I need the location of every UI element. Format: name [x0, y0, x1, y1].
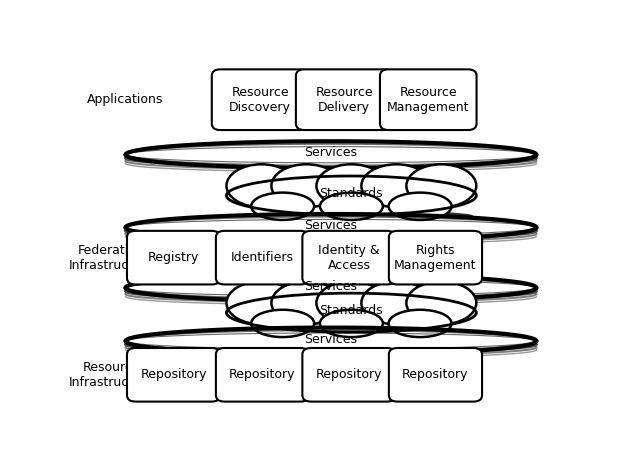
- FancyBboxPatch shape: [303, 231, 396, 284]
- Ellipse shape: [316, 281, 386, 325]
- Text: Registry: Registry: [148, 251, 199, 264]
- Ellipse shape: [272, 164, 342, 207]
- FancyBboxPatch shape: [212, 69, 308, 130]
- Ellipse shape: [251, 193, 314, 220]
- Ellipse shape: [320, 193, 383, 220]
- Text: Services: Services: [304, 219, 358, 232]
- Text: Repository: Repository: [402, 368, 469, 381]
- Ellipse shape: [361, 281, 432, 325]
- Ellipse shape: [406, 164, 476, 207]
- Polygon shape: [125, 274, 536, 301]
- FancyBboxPatch shape: [389, 231, 482, 284]
- Text: Repository: Repository: [140, 368, 207, 381]
- Polygon shape: [125, 328, 536, 355]
- Text: Resource
Discovery: Resource Discovery: [229, 86, 291, 114]
- Ellipse shape: [226, 164, 296, 207]
- Ellipse shape: [406, 281, 476, 325]
- FancyBboxPatch shape: [216, 231, 309, 284]
- Ellipse shape: [272, 281, 342, 325]
- Ellipse shape: [226, 281, 296, 325]
- Text: Repository: Repository: [229, 368, 296, 381]
- FancyBboxPatch shape: [303, 348, 396, 402]
- Polygon shape: [125, 214, 536, 241]
- Text: Services: Services: [304, 147, 358, 160]
- Text: Rights
Management: Rights Management: [394, 244, 477, 272]
- Text: Applications: Applications: [87, 93, 164, 106]
- Text: Identifiers: Identifiers: [231, 251, 294, 264]
- Ellipse shape: [226, 171, 476, 220]
- Ellipse shape: [361, 164, 432, 207]
- FancyBboxPatch shape: [296, 69, 392, 130]
- Text: Resource
Management: Resource Management: [387, 86, 469, 114]
- Text: Standards: Standards: [319, 304, 383, 317]
- Text: Resource
Infrastructure: Resource Infrastructure: [68, 361, 154, 389]
- FancyBboxPatch shape: [127, 348, 220, 402]
- FancyBboxPatch shape: [380, 69, 477, 130]
- Text: Resource
Delivery: Resource Delivery: [316, 86, 373, 114]
- Text: Services: Services: [304, 279, 358, 293]
- Ellipse shape: [389, 310, 451, 337]
- Text: Federation
Infrastructure: Federation Infrastructure: [68, 244, 154, 272]
- FancyBboxPatch shape: [389, 348, 482, 402]
- Ellipse shape: [226, 288, 476, 337]
- FancyBboxPatch shape: [216, 348, 309, 402]
- Polygon shape: [125, 141, 536, 168]
- Ellipse shape: [320, 310, 383, 337]
- Text: Services: Services: [304, 333, 358, 346]
- Text: Standards: Standards: [319, 187, 383, 200]
- FancyBboxPatch shape: [127, 231, 220, 284]
- Ellipse shape: [316, 164, 386, 207]
- Ellipse shape: [251, 310, 314, 337]
- Text: Repository: Repository: [316, 368, 383, 381]
- Text: Identity &
Access: Identity & Access: [318, 244, 380, 272]
- Ellipse shape: [389, 193, 451, 220]
